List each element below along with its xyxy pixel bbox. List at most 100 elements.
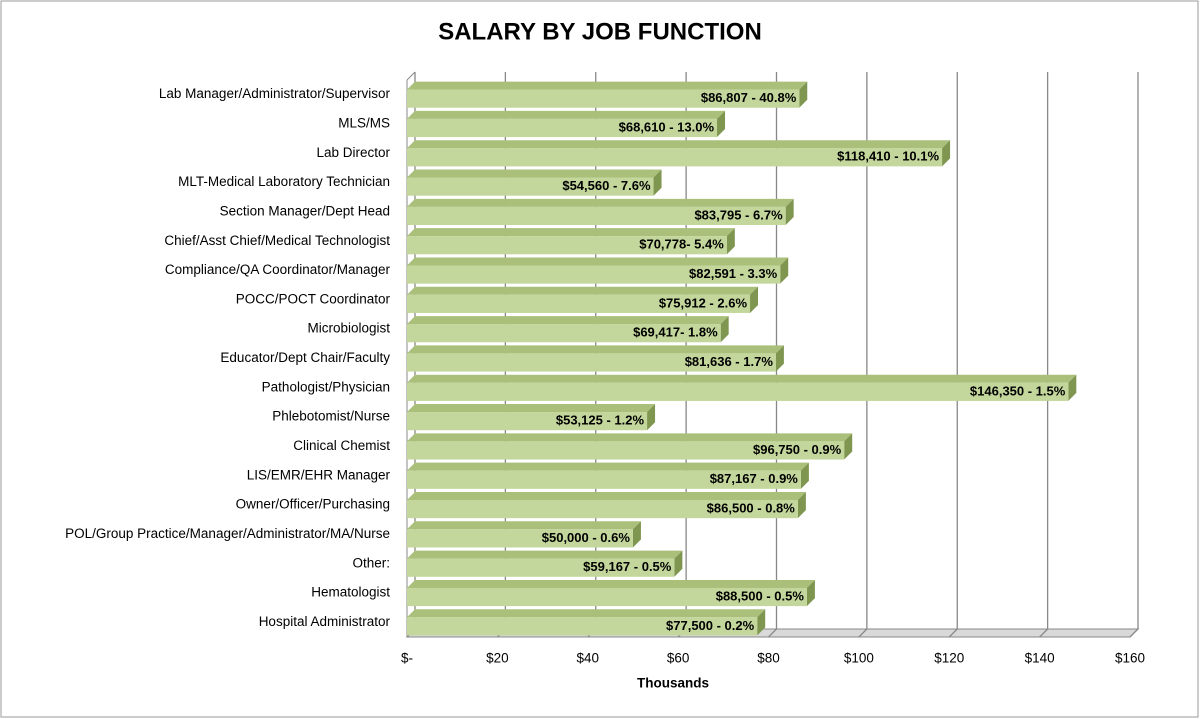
value-label: $83,795 - 6.7% <box>694 207 783 222</box>
bar <box>407 148 943 167</box>
value-label: $88,500 - 0.5% <box>716 588 805 603</box>
bar-top <box>407 433 853 442</box>
value-label: $87,167 - 0.9% <box>710 471 799 486</box>
bar-side <box>799 81 808 108</box>
y-tick-label: Clinical Chemist <box>293 438 390 453</box>
bar-top <box>407 169 662 178</box>
bar-top <box>407 609 766 618</box>
bar-side <box>632 521 641 548</box>
bar-side <box>1068 374 1077 401</box>
bar-top <box>407 228 735 237</box>
bar-side <box>750 286 759 313</box>
value-label: $54,560 - 7.6% <box>562 178 651 193</box>
y-tick-label: POCC/POCT Coordinator <box>236 291 391 306</box>
y-tick-label: Section Manager/Dept Head <box>220 203 390 218</box>
y-tick-label: Owner/Officer/Purchasing <box>236 497 390 512</box>
bar-side <box>717 110 726 138</box>
bar-top <box>407 550 683 559</box>
value-label: $53,125 - 1.2% <box>556 413 645 428</box>
bar-top <box>407 491 806 500</box>
bar-top <box>407 521 641 530</box>
x-tick-label: $140 <box>1025 651 1055 666</box>
bar-side <box>720 316 729 343</box>
bar <box>407 118 718 138</box>
value-label: $86,500 - 0.8% <box>707 501 796 516</box>
chart-title: SALARY BY JOB FUNCTION <box>438 18 762 45</box>
y-tick-label: Phlebotomist/Nurse <box>272 409 390 424</box>
bar-side <box>653 169 662 196</box>
bar <box>407 617 758 636</box>
y-tick-label: MLS/MS <box>338 116 390 131</box>
value-label: $81,636 - 1.7% <box>685 354 774 369</box>
y-tick-label: Other: <box>352 555 390 570</box>
bar <box>407 470 801 489</box>
x-tick-label: $60 <box>667 651 690 666</box>
y-tick-label: Microbiologist <box>307 321 390 336</box>
bar-side <box>775 345 784 372</box>
bar <box>407 206 786 226</box>
bar-side <box>780 257 789 284</box>
bar <box>407 441 845 460</box>
bar-side <box>797 491 806 519</box>
y-tick-label: Hematologist <box>311 585 390 600</box>
y-tick-label: Lab Director <box>316 145 390 160</box>
bar-side <box>806 579 815 607</box>
bar <box>407 382 1069 401</box>
axis-line <box>406 71 416 81</box>
y-tick-label: Pathologist/Physician <box>262 379 390 394</box>
bar-top <box>407 81 808 90</box>
bar-top <box>407 257 789 266</box>
value-label: $146,350 - 1.5% <box>970 383 1066 398</box>
bar <box>407 529 633 548</box>
value-label: $70,778- 5.4% <box>639 237 724 252</box>
x-tick-label: $40 <box>576 651 599 666</box>
value-label: $50,000 - 0.6% <box>542 530 631 545</box>
bar <box>407 558 675 577</box>
bar-top <box>407 140 951 149</box>
value-label: $75,912 - 2.6% <box>659 295 748 310</box>
y-tick-label: MLT-Medical Laboratory Technician <box>178 174 390 189</box>
value-label: $69,417- 1.8% <box>633 325 718 340</box>
bar-side <box>647 404 656 431</box>
bar <box>407 177 654 196</box>
value-label: $96,750 - 0.9% <box>753 442 842 457</box>
x-tick-label: $160 <box>1115 651 1145 666</box>
bar-top <box>407 316 729 325</box>
value-label: $59,167 - 0.5% <box>583 559 672 574</box>
x-tick-label: $- <box>401 651 413 666</box>
x-tick-label: $20 <box>486 651 509 666</box>
bar-top <box>407 198 794 207</box>
y-tick-label: Compliance/QA Coordinator/Manager <box>165 262 391 277</box>
grid-line <box>948 72 958 638</box>
bar <box>407 294 751 313</box>
value-label: $68,610 - 13.0% <box>619 119 715 134</box>
x-tick-label: $120 <box>934 651 964 666</box>
bar <box>407 265 781 284</box>
grid-line <box>858 72 868 638</box>
bar-side <box>800 462 809 489</box>
bar <box>407 324 721 343</box>
bar-top <box>407 579 815 588</box>
grid-line <box>1129 72 1139 638</box>
x-tick-label: $100 <box>844 651 874 666</box>
bar <box>407 587 807 607</box>
y-tick-label: Lab Manager/Administrator/Supervisor <box>159 86 391 101</box>
y-tick-label: Chief/Asst Chief/Medical Technologist <box>164 233 390 248</box>
bar <box>407 236 727 255</box>
value-label: $118,410 - 10.1% <box>837 149 939 164</box>
bar-top <box>407 286 759 295</box>
bar-side <box>726 228 735 255</box>
y-tick-label: Educator/Dept Chair/Faculty <box>220 350 390 365</box>
y-tick-label: Hospital Administrator <box>259 614 391 629</box>
value-label: $82,591 - 3.3% <box>689 266 778 281</box>
bar-top <box>407 345 784 354</box>
bar-top <box>407 110 726 119</box>
y-tick-label: LIS/EMR/EHR Manager <box>247 467 391 482</box>
bar <box>407 412 648 431</box>
y-tick-label: POL/Group Practice/Manager/Administrator… <box>65 526 390 541</box>
bar-side <box>844 433 853 460</box>
bar <box>407 499 798 519</box>
bar-top <box>407 374 1077 383</box>
bar-side <box>942 140 951 167</box>
